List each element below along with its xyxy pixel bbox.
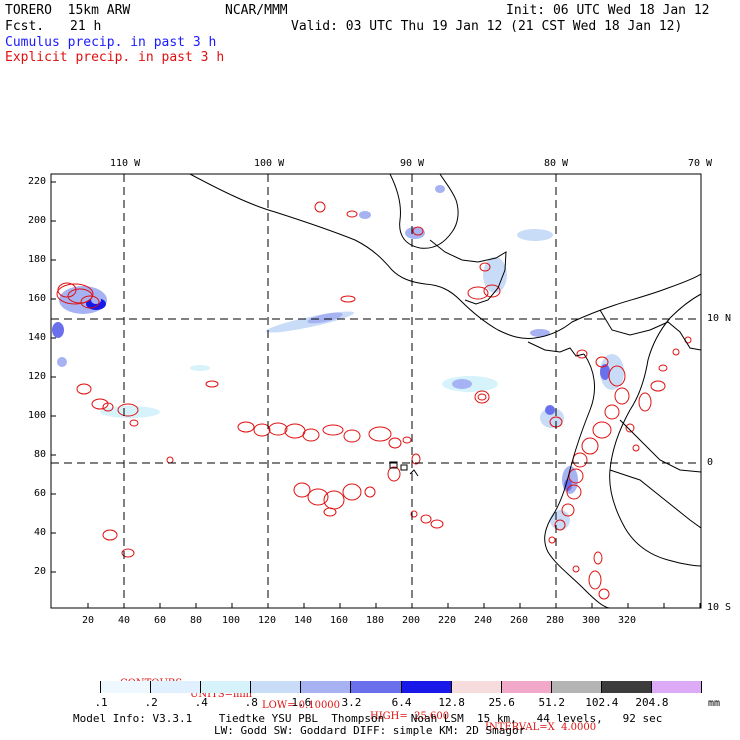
colorbar-units: mm <box>708 698 721 709</box>
grid-y-label: 60 <box>33 488 46 499</box>
grid-x-label: 200 <box>402 615 421 626</box>
colorbar-swatch <box>601 681 652 693</box>
colorbar-swatch <box>401 681 452 693</box>
grid-y-label: 120 <box>27 371 46 382</box>
lat-label-10n: 10 N <box>707 313 732 324</box>
contour-units: UNITS=mm <box>190 689 252 700</box>
grid-x-label: 300 <box>582 615 601 626</box>
colorbar-label: .1 <box>94 696 108 709</box>
colorbar-label: 25.6 <box>488 696 515 709</box>
grid-x-label: 140 <box>294 615 313 626</box>
model-physics: LW: Godd SW: Goddard DIFF: simple KM: 2D… <box>214 724 526 737</box>
grid-x-label: 60 <box>154 615 167 626</box>
forecast-hours: 21 h <box>70 19 102 34</box>
grid-y-label: 140 <box>27 332 46 343</box>
colorbar-swatch <box>451 681 502 693</box>
model-info: Model Info: V3.3.1 Tiedtke YSU PBL Thomp… <box>73 712 663 725</box>
lon-label-70w: 70 W <box>688 158 713 169</box>
colorbar-swatch <box>301 681 352 693</box>
colorbar-label: 51.2 <box>538 696 566 709</box>
colorbar-label: .8 <box>244 696 258 709</box>
colorbar-label: .2 <box>144 696 158 709</box>
coastlines <box>189 174 701 608</box>
grid-y-label: 20 <box>33 566 46 577</box>
colorbar-swatch <box>251 681 302 693</box>
grid-y-label: 220 <box>27 176 46 187</box>
grid-x-label: 100 <box>222 615 241 626</box>
colorbar-label: 204.8 <box>635 696 669 709</box>
colorbar-swatch <box>501 681 552 693</box>
colorbar-label: 6.4 <box>391 696 412 709</box>
center-label: NCAR/MMM <box>225 3 288 18</box>
grid-y-label: 160 <box>27 293 46 304</box>
cumulus-precip-areas <box>52 185 624 530</box>
lon-label-110w: 110 W <box>110 158 141 169</box>
grid-x-label: 240 <box>474 615 493 626</box>
colorbar-label: 3.2 <box>341 696 362 709</box>
colorbar-swatch <box>551 681 602 693</box>
forecast-label: Fcst. <box>5 19 45 34</box>
colorbar-swatch <box>151 681 202 693</box>
colorbar-label: 1.6 <box>291 696 312 709</box>
model-title: TORERO 15km ARW <box>5 3 131 18</box>
grid-x-label: 220 <box>438 615 457 626</box>
lat-lon-grid <box>51 174 701 608</box>
grid-x-label: 20 <box>82 615 95 626</box>
colorbar-swatch <box>101 681 152 693</box>
legend-explicit: Explicit precip. in past 3 h <box>5 50 225 65</box>
grid-y-label: 200 <box>27 215 46 226</box>
grid-y-label: 40 <box>33 527 46 538</box>
grid-x-label: 80 <box>190 615 203 626</box>
valid-time: Valid: 03 UTC Thu 19 Jan 12 (21 CST Wed … <box>291 19 683 34</box>
init-time: Init: 06 UTC Wed 18 Jan 12 <box>506 3 710 18</box>
grid-x-label: 320 <box>618 615 637 626</box>
legend-cumulus: Cumulus precip. in past 3 h <box>5 35 217 50</box>
lat-label-0: 0 <box>707 457 714 468</box>
map-frame <box>50 173 702 609</box>
grid-x-label: 120 <box>258 615 277 626</box>
colorbar-label: .4 <box>194 696 208 709</box>
colorbar-swatch <box>651 681 702 693</box>
colorbar-label: 12.8 <box>438 696 465 709</box>
grid-x-label: 260 <box>510 615 529 626</box>
grid-x-label: 40 <box>118 615 131 626</box>
contour-high: HIGH= 25.600 <box>370 711 450 722</box>
lon-label-80w: 80 W <box>544 158 569 169</box>
contour-interval: INTERVAL=X 4.0000 <box>485 722 597 733</box>
contour-low: LOW= 0.10000 <box>262 700 341 711</box>
grid-y-label: 100 <box>27 410 46 421</box>
colorbar-swatch <box>51 681 102 693</box>
grid-y-label: 80 <box>33 449 46 460</box>
colorbar-swatch <box>351 681 402 693</box>
grid-x-label: 180 <box>366 615 385 626</box>
colorbar-swatch <box>201 681 252 693</box>
lon-label-90w: 90 W <box>400 158 425 169</box>
axis-ticks <box>51 181 701 608</box>
grid-x-label: 280 <box>546 615 565 626</box>
colorbar-label: 102.4 <box>585 696 619 709</box>
explicit-precip-contours <box>56 201 692 600</box>
grid-y-label: 180 <box>27 254 46 265</box>
lat-label-10s: 10 S <box>707 602 732 613</box>
grid-x-label: 160 <box>330 615 349 626</box>
lon-label-100w: 100 W <box>254 158 285 169</box>
